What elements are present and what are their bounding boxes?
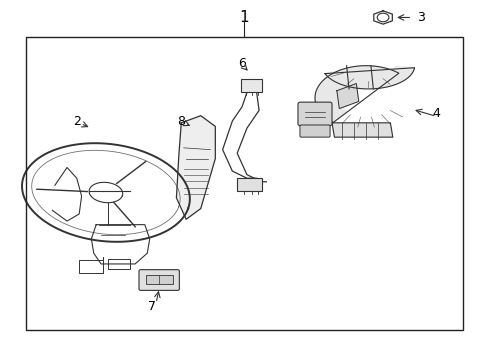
- Text: 8: 8: [177, 114, 185, 127]
- FancyBboxPatch shape: [297, 102, 331, 126]
- Text: 4: 4: [432, 107, 440, 120]
- Bar: [26, 37, 462, 330]
- FancyBboxPatch shape: [139, 270, 179, 291]
- Bar: [79, 260, 103, 273]
- Polygon shape: [336, 84, 358, 109]
- Bar: [145, 275, 172, 284]
- Text: 5: 5: [310, 111, 318, 124]
- Polygon shape: [176, 116, 215, 219]
- Polygon shape: [325, 67, 414, 89]
- Bar: [237, 178, 261, 191]
- Text: 7: 7: [148, 300, 156, 313]
- Text: 2: 2: [73, 114, 81, 127]
- Text: 6: 6: [238, 57, 245, 71]
- FancyBboxPatch shape: [299, 125, 329, 137]
- Text: 3: 3: [416, 11, 424, 24]
- Text: 1: 1: [239, 10, 249, 25]
- Polygon shape: [314, 66, 398, 122]
- Polygon shape: [331, 123, 392, 137]
- Bar: [241, 79, 262, 92]
- Bar: [108, 258, 130, 269]
